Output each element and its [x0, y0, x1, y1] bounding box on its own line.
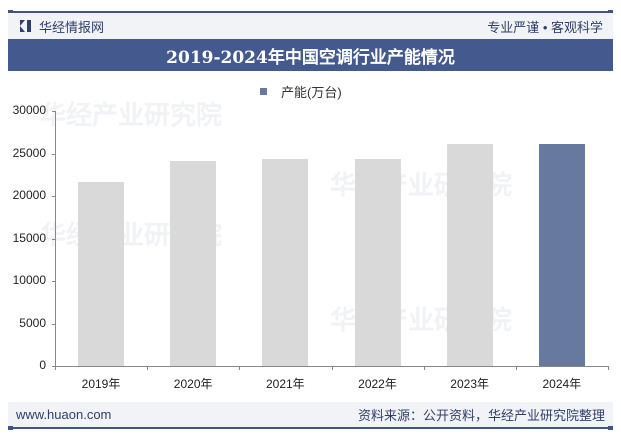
legend-label: 产能(万台) — [281, 85, 342, 100]
x-tick-mark — [423, 366, 425, 370]
x-tick-mark — [147, 366, 149, 370]
y-tick-mark — [52, 281, 56, 282]
x-tick-label: 2021年 — [265, 377, 305, 391]
y-tick-mark — [52, 111, 56, 112]
website-link[interactable]: www.huaon.com — [16, 407, 112, 422]
x-tick-label: 2020年 — [173, 377, 213, 391]
bar-2020年 — [170, 161, 217, 366]
y-tick-label: 25000 — [12, 145, 46, 160]
bottom-rule — [8, 426, 613, 430]
bar-2023年 — [446, 144, 493, 366]
brand: 华经情报网 — [20, 17, 104, 36]
header-bar: 华经情报网 专业严谨 • 客观科学 — [8, 13, 613, 39]
x-tick-label: 2023年 — [450, 377, 489, 391]
x-tick-mark — [239, 366, 241, 370]
bar-2024年 — [538, 144, 585, 366]
x-tick-mark — [608, 366, 609, 370]
y-tick-mark — [52, 238, 56, 240]
source-note: 资料来源：公开资料，华经产业研究院整理 — [357, 408, 605, 423]
y-tick-label: 15000 — [12, 230, 46, 245]
y-tick-mark — [52, 153, 56, 155]
x-tick-mark — [515, 366, 517, 370]
y-tick-mark — [52, 323, 56, 325]
y-tick-label: 30000 — [12, 103, 46, 117]
bar-2021年 — [262, 159, 309, 366]
top-rule — [8, 10, 613, 14]
chart-title: 2019-2024年中国空调行业产能情况 — [8, 39, 613, 71]
x-tick-label: 2024年 — [542, 377, 582, 391]
slogan: 专业严谨 • 客观科学 — [487, 19, 603, 35]
brand-logo-icon — [20, 20, 31, 32]
x-tick-mark — [55, 366, 56, 370]
x-tick-mark — [331, 366, 333, 370]
x-tick-label: 2019年 — [81, 377, 121, 391]
brand-name: 华经情报网 — [39, 19, 105, 35]
bar-2019年 — [78, 181, 125, 366]
y-tick-mark — [52, 196, 56, 197]
bar-2022年 — [354, 159, 401, 366]
y-tick-label: 10000 — [12, 273, 46, 287]
y-tick-label: 5000 — [19, 315, 46, 330]
y-tick-label: 20000 — [12, 188, 46, 202]
legend-swatch — [260, 88, 267, 95]
chart-legend: 产能(万台) — [260, 82, 342, 101]
x-tick-label: 2022年 — [358, 377, 397, 391]
y-tick-label: 0 — [39, 358, 46, 372]
y-tick-mark — [52, 366, 56, 367]
footer-bar: www.huaon.com 资料来源：公开资料，华经产业研究院整理 — [8, 402, 613, 427]
